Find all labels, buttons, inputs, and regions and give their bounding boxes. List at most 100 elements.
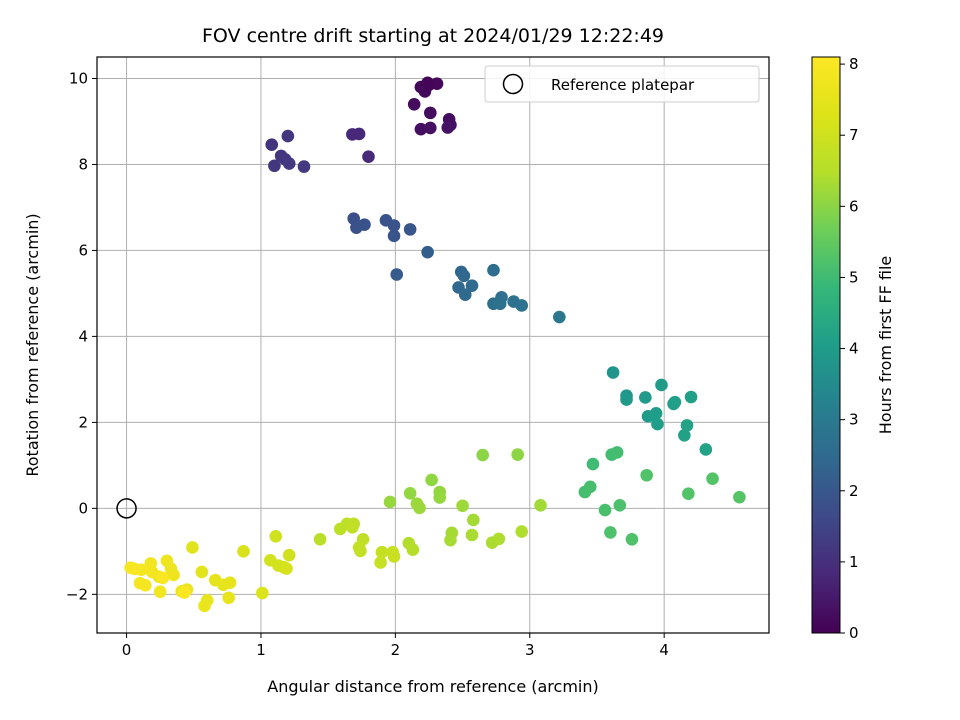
- y-tick-label: 0: [78, 499, 88, 517]
- scatter-point: [390, 268, 404, 281]
- colorbar: 0 1 2 3 4 5 6 7 8 Hours from first FF file: [811, 55, 895, 642]
- scatter-point: [414, 122, 428, 136]
- scatter-point: [610, 446, 624, 459]
- chart-title: FOV centre drift starting at 2024/01/29 …: [202, 25, 664, 47]
- scatter-point: [465, 279, 479, 292]
- scatter-point: [424, 106, 437, 120]
- scatter-point: [613, 499, 627, 512]
- scatter-point: [375, 545, 389, 559]
- scatter-point: [282, 157, 296, 170]
- scatter-point: [678, 428, 691, 442]
- colorbar-tick-label: 4: [849, 340, 859, 358]
- scatter-point: [640, 468, 653, 482]
- scatter-point: [153, 585, 167, 599]
- colorbar-tick-label: 2: [849, 482, 859, 500]
- scatter-point: [655, 378, 668, 392]
- scatter-point: [167, 568, 180, 582]
- colorbar-tick-label: 6: [849, 197, 859, 215]
- colorbar-tick-label: 7: [849, 126, 859, 144]
- scatter-point: [511, 448, 524, 461]
- scatter-point: [403, 486, 417, 500]
- scatter-point: [668, 395, 682, 409]
- scatter-point: [534, 499, 547, 512]
- scatter-point: [515, 299, 529, 312]
- x-tick-label: 2: [391, 641, 401, 659]
- x-tick-label: 4: [659, 641, 669, 659]
- y-axis-label: Rotation from reference (arcmin): [23, 213, 42, 476]
- scatter-point: [387, 229, 401, 243]
- scatter-point: [313, 532, 327, 546]
- scatter-point: [282, 548, 296, 562]
- colorbar-ticks: 0 1 2 3 4 5 6 7 8: [840, 55, 859, 642]
- x-axis-ticks: 0 1 2 3 4: [122, 633, 669, 659]
- scatter-point: [268, 159, 281, 173]
- y-tick-label: −2: [66, 585, 88, 603]
- scatter-point: [178, 586, 191, 599]
- scatter-point: [515, 525, 529, 538]
- scatter-point: [586, 457, 600, 471]
- scatter-point: [649, 407, 663, 420]
- scatter-point: [424, 121, 437, 135]
- scatter-point: [186, 541, 199, 554]
- scatter-point: [467, 513, 480, 527]
- scatter-point: [145, 565, 159, 579]
- scatter-point: [387, 550, 401, 563]
- scatter-point: [374, 556, 387, 569]
- scatter-point: [699, 443, 713, 456]
- scatter-point: [487, 263, 500, 277]
- legend-label: Reference platepar: [551, 76, 695, 94]
- scatter-point: [297, 160, 311, 173]
- scatter-point: [706, 472, 719, 485]
- scatter-point: [352, 127, 366, 141]
- scatter-point: [139, 578, 152, 592]
- scatter-point: [403, 223, 417, 236]
- scatter-point: [383, 495, 397, 509]
- legend-marker-icon: [502, 73, 524, 95]
- scatter-point: [406, 543, 420, 556]
- scatter-point: [682, 487, 695, 501]
- scatter-point: [358, 218, 371, 231]
- scatter-point: [625, 532, 639, 546]
- scatter-point: [684, 390, 698, 404]
- y-tick-label: 4: [78, 327, 88, 345]
- scatter-point: [733, 490, 746, 504]
- scatter-point: [639, 391, 652, 404]
- x-tick-label: 0: [122, 641, 132, 659]
- colorbar-tick-label: 3: [849, 411, 859, 429]
- colorbar-tick-label: 0: [849, 624, 859, 642]
- scatter-point: [430, 77, 444, 90]
- scatter-point: [128, 562, 141, 576]
- scatter-point: [362, 150, 375, 164]
- scatter-point: [222, 591, 236, 605]
- colorbar-tick-label: 1: [849, 553, 859, 571]
- scatter-point: [223, 576, 237, 590]
- scatter-point: [354, 544, 367, 558]
- colorbar-label: Hours from first FF file: [876, 256, 895, 435]
- scatter-point: [465, 528, 479, 542]
- reference-platepar-marker: [116, 498, 137, 519]
- scatter-point: [433, 491, 447, 504]
- scatter-point: [387, 219, 401, 232]
- data-points: [124, 76, 746, 613]
- scatter-point: [457, 269, 471, 283]
- scatter-point: [156, 571, 170, 585]
- scatter-point: [493, 297, 507, 311]
- scatter-point: [237, 545, 250, 558]
- scatter-point: [444, 533, 457, 547]
- x-axis-label: Angular distance from reference (arcmin): [267, 677, 598, 696]
- scatter-point: [606, 366, 620, 379]
- y-tick-label: 10: [69, 69, 88, 87]
- scatter-point: [281, 129, 295, 143]
- scatter-point: [620, 393, 633, 406]
- plot-frame: [96, 56, 770, 634]
- colorbar-gradient: [811, 56, 841, 634]
- scatter-point: [456, 499, 469, 513]
- scatter-point: [195, 565, 209, 579]
- legend: Reference platepar: [484, 65, 760, 103]
- scatter-point: [598, 503, 612, 517]
- colorbar-tick-label: 5: [849, 268, 859, 286]
- scatter-point: [680, 419, 694, 432]
- scatter-point: [265, 138, 279, 151]
- y-axis-ticks: −2 0 2 4 6 8 10: [66, 69, 97, 603]
- scatter-point: [198, 599, 211, 613]
